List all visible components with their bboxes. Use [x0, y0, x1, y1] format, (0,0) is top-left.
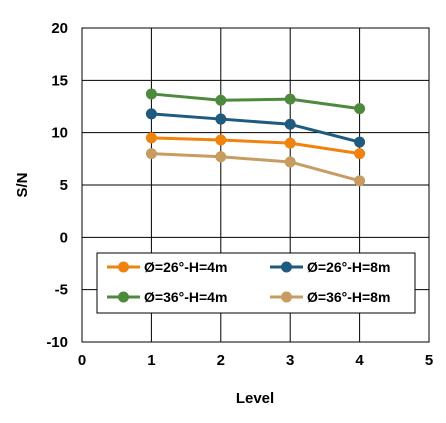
y-tick-label: -5 [55, 282, 68, 299]
data-point [145, 88, 157, 100]
legend-entry-label: Ø=36°-H=8m [307, 289, 390, 305]
series-line-1 [151, 136, 360, 156]
data-point [215, 94, 227, 106]
plot-area-frame [81, 27, 430, 343]
data-point [284, 93, 296, 105]
data-point [354, 136, 366, 148]
x-tick-label: 3 [286, 352, 294, 369]
x-tick-label: 2 [217, 352, 225, 369]
y-axis-title: S/N [14, 172, 31, 197]
series-line-2 [151, 112, 360, 144]
legend-entry-label: Ø=26°-H=4m [144, 259, 227, 275]
legend-entry-label: Ø=36°-H=4m [144, 289, 227, 305]
legend-marker [281, 261, 292, 273]
data-point [145, 132, 157, 144]
legend-entry-label: Ø=26°-H=8m [307, 259, 390, 275]
gridlines [82, 28, 429, 342]
data-point [215, 134, 227, 146]
y-tick-label: 15 [51, 72, 68, 89]
x-tick-label: 1 [147, 352, 155, 369]
data-point [284, 137, 296, 149]
series-line-3 [151, 92, 360, 111]
tick-labels: 0 1 2 3 4 5 -10 -5 0 5 10 15 20 [46, 20, 433, 369]
y-tick-label: -10 [46, 334, 68, 351]
data-point [215, 113, 227, 125]
legend-marker [281, 291, 292, 303]
x-tick-label: 0 [78, 352, 86, 369]
data-point [145, 148, 157, 160]
x-tick-label: 4 [355, 352, 364, 369]
x-tick-label: 5 [425, 352, 433, 369]
y-tick-label: 0 [60, 229, 68, 246]
data-point [284, 118, 296, 130]
data-point [354, 175, 366, 187]
data-point [145, 108, 157, 120]
y-tick-label: 10 [51, 125, 68, 142]
series-line-4 [151, 152, 360, 183]
y-tick-label: 5 [60, 177, 68, 194]
data-point [215, 151, 227, 163]
legend-box [96, 252, 416, 314]
y-tick-label: 20 [51, 20, 68, 37]
x-axis-title: Level [236, 390, 274, 407]
data-point [354, 148, 366, 160]
legend-marker [118, 291, 129, 303]
series-group [145, 88, 366, 187]
data-point [284, 156, 296, 168]
data-point [354, 103, 366, 115]
legend-marker [118, 261, 129, 273]
legend: Ø=26°-H=4m Ø=26°-H=8m Ø=36°-H=4m Ø=36°-H=8m [96, 252, 416, 314]
